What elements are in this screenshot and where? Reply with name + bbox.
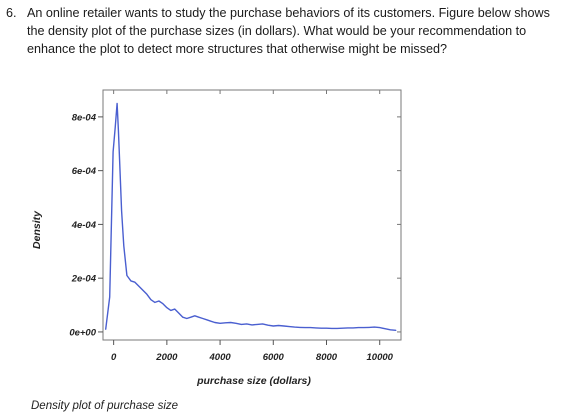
y-axis-label: Density	[31, 210, 43, 249]
x-tick-label: 4000	[209, 352, 232, 363]
question-number: 6.	[6, 6, 17, 20]
x-axis: 0 2000 4000 6000 8000 10000	[111, 340, 394, 363]
x-tick-label: 2000	[155, 352, 178, 363]
x-tick-label: 6000	[263, 352, 285, 363]
question-text: An online retailer wants to study the pu…	[27, 6, 550, 56]
density-line	[105, 102, 397, 331]
plot-frame	[102, 89, 402, 341]
y-axis: 0e+00 2e-04 4e-04 6e-04 8e-04	[69, 112, 103, 338]
y-tick-label: 2e-04	[71, 274, 97, 285]
right-ticks	[397, 116, 401, 333]
x-tick-label: 10000	[367, 352, 394, 363]
top-ticks	[113, 90, 381, 94]
y-tick-label: 6e-04	[72, 166, 97, 177]
x-axis-label: purchase size (dollars)	[196, 375, 311, 387]
x-tick-label: 0	[111, 352, 117, 363]
y-tick-label: 0e+00	[69, 327, 96, 338]
y-tick-label: 4e-04	[71, 220, 97, 231]
y-tick-label: 8e-04	[72, 112, 97, 123]
figure-caption: Density plot of purchase size	[31, 400, 179, 412]
x-tick-label: 8000	[316, 352, 338, 363]
question-block: 6. An online retailer wants to study the…	[6, 4, 558, 58]
